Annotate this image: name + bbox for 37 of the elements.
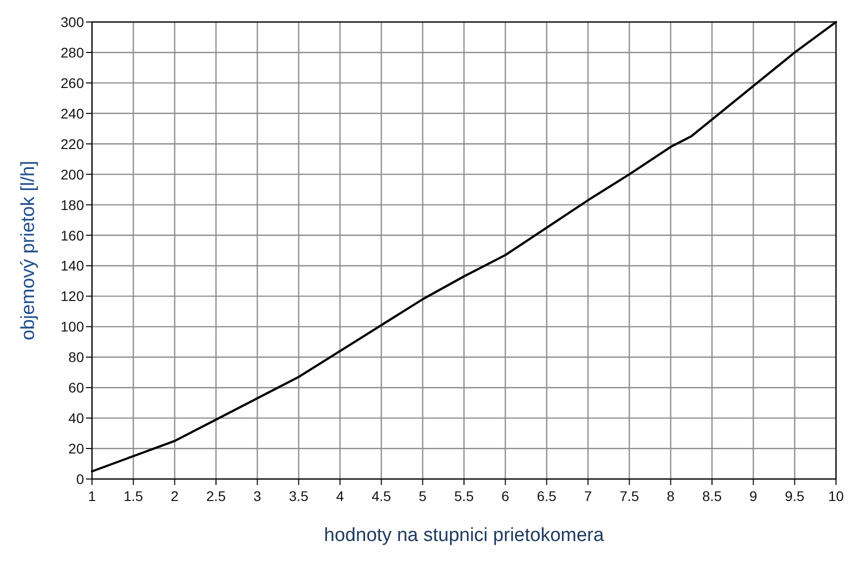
x-tick-label: 5.5 [454,488,474,504]
x-tick-label: 5 [418,488,427,504]
y-tick-label: 140 [60,258,84,274]
y-tick-label: 60 [68,380,84,396]
x-tick-label: 2.5 [206,488,226,504]
y-tick-label: 160 [60,227,84,244]
x-tick-label: 9.5 [784,488,805,504]
y-tick-label: 200 [60,166,84,182]
x-tick-label: 10 [828,488,844,504]
y-axis-title: objemový prietok [l/h] [18,160,39,340]
x-tick-label: 7.5 [620,488,640,504]
x-tick-label: 1 [88,488,96,504]
x-axis-title: hodnoty na stupnici prietokomera [324,525,604,546]
y-tick-label: 240 [60,105,84,122]
x-tick-label: 1.5 [124,488,144,504]
y-tick-label: 100 [60,318,84,335]
x-tick-label: 6 [501,488,510,504]
x-tick-label: 3.5 [288,488,309,504]
y-tick-label: 180 [60,196,84,213]
y-tick-label: 80 [68,349,84,366]
x-tick-label: 7 [584,488,592,504]
x-tick-label: 3 [253,488,262,504]
x-tick-label: 8 [666,488,675,504]
y-tick-label: 260 [60,74,84,91]
x-tick-label: 8.5 [702,488,722,504]
x-tick-label: 4.5 [372,488,392,504]
y-tick-label: 120 [60,288,84,304]
y-tick-label: 20 [68,440,84,457]
x-tick-label: 2 [170,488,179,504]
y-tick-label: 40 [68,410,84,426]
x-tick-label: 4 [336,488,344,504]
y-tick-label: 280 [60,44,84,60]
y-tick-label: 300 [60,14,84,30]
y-tick-label: 220 [60,136,84,152]
x-tick-label: 9 [749,488,758,504]
x-tick-label: 6.5 [536,488,557,504]
y-tick-label: 0 [76,471,84,487]
